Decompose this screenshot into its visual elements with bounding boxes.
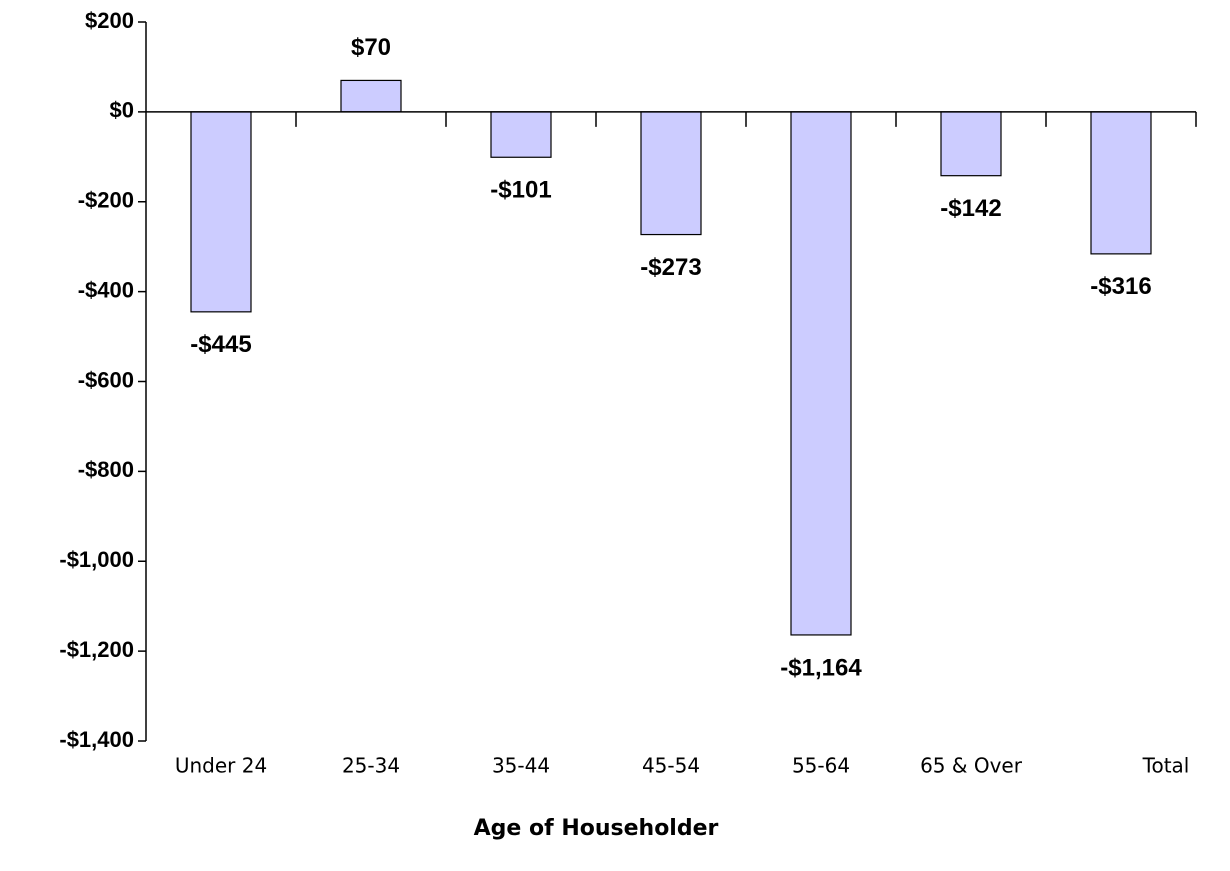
bar (490, 111, 552, 158)
value-label: $70 (351, 34, 391, 61)
bar (340, 79, 402, 113)
x-tick-label: 25-34 (342, 754, 400, 778)
x-tick-label: 35-44 (492, 754, 550, 778)
y-tick-label: -$400 (78, 277, 134, 302)
y-tick-label: $200 (85, 8, 134, 33)
bar (940, 111, 1002, 177)
value-label: -$273 (640, 254, 701, 281)
value-label: -$1,164 (780, 654, 862, 681)
x-tick-label: Under 24 (175, 754, 267, 778)
x-tick-label: Total (1142, 754, 1190, 778)
bar (190, 111, 252, 313)
value-label: -$445 (190, 331, 251, 358)
y-tick-label: -$1,000 (59, 547, 134, 572)
y-tick-label: -$200 (78, 188, 134, 213)
bar (640, 111, 702, 236)
bar (1090, 111, 1152, 255)
x-tick-label: 65 & Over (920, 754, 1023, 778)
x-tick-label: 45-54 (642, 754, 700, 778)
x-axis-title: Age of Householder (474, 816, 719, 841)
y-tick-label: -$1,200 (59, 637, 134, 662)
value-label: -$316 (1090, 273, 1151, 300)
y-tick-label: $0 (110, 98, 134, 123)
value-label: -$101 (490, 177, 551, 204)
y-tick-label: -$600 (78, 367, 134, 392)
value-label: -$142 (940, 195, 1001, 222)
y-tick-label: -$800 (78, 457, 134, 482)
y-tick-label: -$1,400 (59, 727, 134, 752)
x-tick-label: 55-64 (792, 754, 850, 778)
bar (790, 111, 852, 636)
